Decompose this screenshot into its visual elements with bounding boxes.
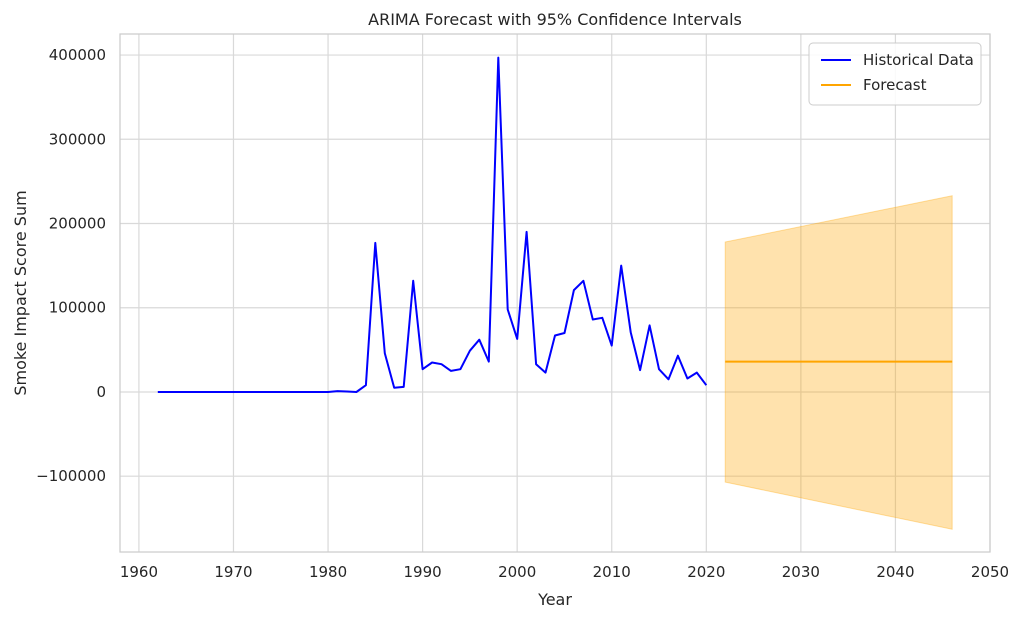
- y-tick-label: 400000: [49, 46, 106, 64]
- x-tick-label: 2020: [687, 563, 725, 581]
- x-tick-label: 2050: [971, 563, 1009, 581]
- x-tick-label: 2030: [782, 563, 820, 581]
- y-tick-label: 300000: [49, 130, 106, 148]
- legend-box: [808, 42, 982, 106]
- y-tick-label: 200000: [49, 215, 106, 233]
- y-tick-labels: −100000 0 100000 200000 300000 400000: [36, 46, 106, 485]
- y-tick-label: 0: [96, 383, 106, 401]
- x-axis-label: Year: [537, 590, 572, 609]
- y-axis-label: Smoke Impact Score Sum: [11, 190, 30, 395]
- series-lines-layer: [157, 56, 953, 393]
- y-tick-label: 100000: [49, 299, 106, 317]
- legend-label-forecast: Forecast: [863, 76, 927, 94]
- plot-frame: [119, 33, 991, 553]
- x-tick-label: 1990: [404, 563, 442, 581]
- legend: Historical Data Forecast: [808, 42, 982, 106]
- historical-data-line: [157, 56, 708, 393]
- x-tick-label: 2010: [593, 563, 631, 581]
- x-tick-label: 1960: [120, 563, 158, 581]
- x-tick-label: 2000: [498, 563, 536, 581]
- legend-label-historical-data: Historical Data: [863, 51, 974, 69]
- x-tick-label: 1970: [214, 563, 252, 581]
- x-tick-label: 2040: [876, 563, 914, 581]
- chart-title: ARIMA Forecast with 95% Confidence Inter…: [368, 10, 742, 29]
- y-tick-label: −100000: [36, 467, 106, 485]
- x-tick-labels: 1960 1970 1980 1990 2000 2010 2020 2030 2040 2050: [120, 563, 1009, 581]
- x-tick-label: 1980: [309, 563, 347, 581]
